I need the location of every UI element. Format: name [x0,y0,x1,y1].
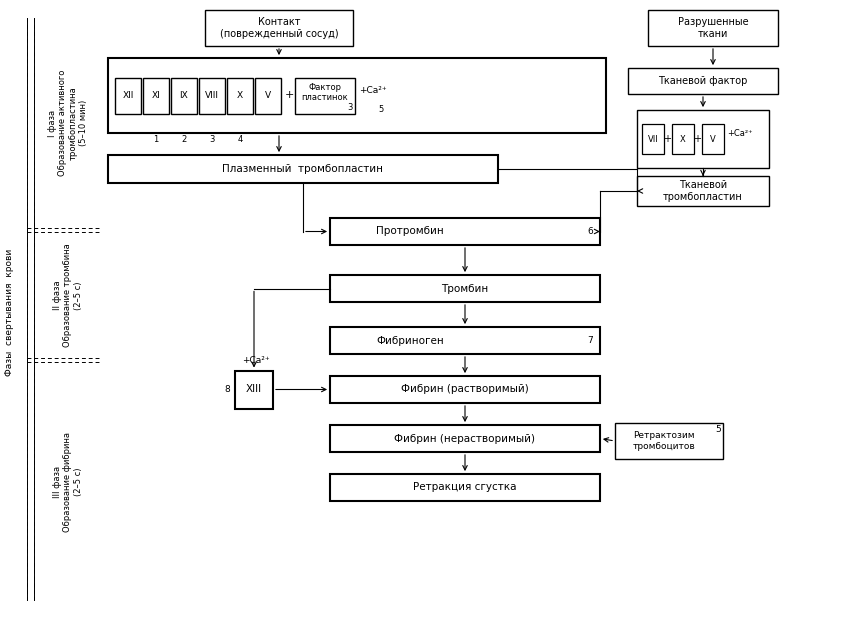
Text: 4: 4 [237,136,242,144]
Bar [615,423,723,459]
Bar [115,78,141,114]
Text: Протромбин: Протромбин [376,226,444,236]
Bar [330,275,600,302]
Text: V: V [265,91,271,100]
Text: +Ca²⁺: +Ca²⁺ [728,129,752,139]
Text: 5: 5 [378,105,383,114]
Text: 5: 5 [715,424,721,434]
Bar [108,155,498,183]
Bar [637,176,769,206]
Text: Фактор
пластинок: Фактор пластинок [301,82,348,102]
Text: III фаза
Образование фибрина
(2–5 с): III фаза Образование фибрина (2–5 с) [53,431,83,531]
Bar [628,68,778,94]
Bar [235,371,273,409]
Bar [205,10,353,46]
Text: Тромбин: Тромбин [442,284,489,294]
Text: +: + [663,134,671,144]
Bar [171,78,197,114]
Text: +: + [284,91,294,101]
Text: VII: VII [648,134,658,144]
Bar [330,327,600,354]
Bar [108,58,606,133]
Text: Ретрактозим
тромбоцитов: Ретрактозим тромбоцитов [633,431,695,451]
Text: Ретракция сгустка: Ретракция сгустка [413,482,517,492]
Text: +Ca²⁺: +Ca²⁺ [242,356,270,365]
Text: 7: 7 [587,336,593,345]
Bar [330,474,600,501]
Text: 6: 6 [587,227,593,236]
Bar [143,78,169,114]
Text: Плазменный  тромбопластин: Плазменный тромбопластин [223,164,383,174]
Text: V: V [710,134,716,144]
Text: I фаза
Образование активного
тромбопластина
(5–10 мин): I фаза Образование активного тромбопласт… [48,70,88,176]
Text: Фибрин (растворимый): Фибрин (растворимый) [401,384,529,394]
Text: Фазы  свертывания  крови: Фазы свертывания крови [5,248,15,376]
Text: Тканевой
тромбопластин: Тканевой тромбопластин [663,180,743,202]
Text: X: X [681,134,686,144]
Text: XIII: XIII [246,384,262,394]
Text: +Ca²⁺: +Ca²⁺ [360,86,387,95]
Text: 1: 1 [153,136,158,144]
Text: Фибрин (нерастворимый): Фибрин (нерастворимый) [395,434,536,444]
Text: Тканевой фактор: Тканевой фактор [658,76,747,86]
Text: Контакт
(поврежденный сосуд): Контакт (поврежденный сосуд) [220,18,338,39]
Bar [199,78,225,114]
Text: 3: 3 [348,103,353,112]
Text: XII: XII [122,91,134,100]
Bar [330,376,600,403]
Bar [227,78,253,114]
Text: +: + [693,134,701,144]
Text: X: X [237,91,243,100]
Bar [255,78,281,114]
Text: 3: 3 [210,136,215,144]
Text: Разрушенные
ткани: Разрушенные ткани [678,18,748,39]
Bar [330,218,600,245]
Text: II фаза
Образование тромбина
(2–5 с): II фаза Образование тромбина (2–5 с) [53,244,83,348]
Bar [702,124,724,154]
Bar [295,78,355,114]
Text: VIII: VIII [205,91,219,100]
Text: 2: 2 [181,136,187,144]
Text: Фибриноген: Фибриноген [376,336,444,346]
Bar [672,124,694,154]
Bar [330,425,600,452]
Bar [648,10,778,46]
Text: IX: IX [180,91,188,100]
Bar [637,110,769,168]
Bar [642,124,664,154]
Text: XI: XI [152,91,160,100]
Text: 8: 8 [224,385,230,394]
